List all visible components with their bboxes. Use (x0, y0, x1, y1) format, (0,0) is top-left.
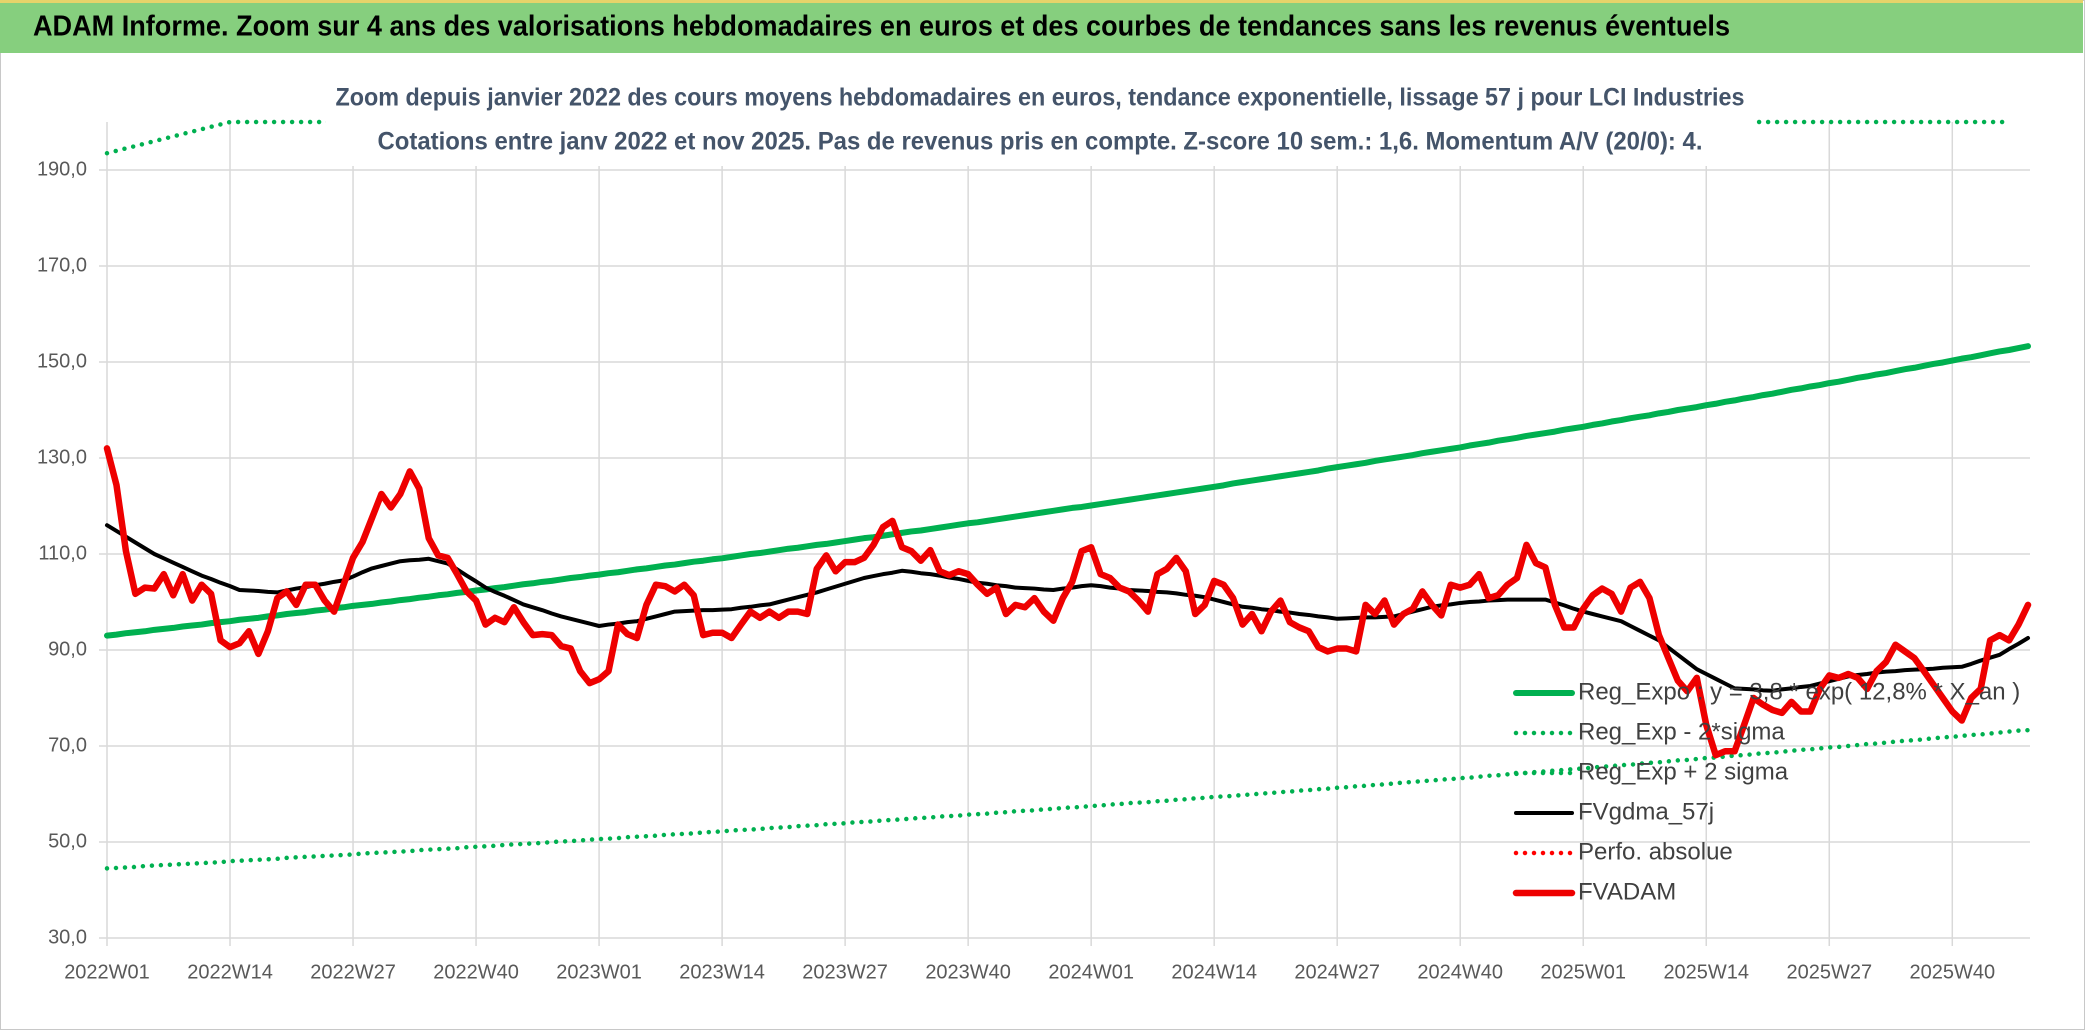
x-tick-label: 2022W01 (64, 961, 150, 983)
plot-area: 30,0 50,0 70,0 90,0 110,0 130,0 150,0 170,0 190,… (37, 119, 2032, 983)
x-tick-label: 2022W14 (187, 961, 273, 983)
legend: Reg_Expo : y = 3,8 * exp( 12,8% * X_an )… (1512, 678, 2020, 905)
y-tick-label: 30,0 (48, 926, 87, 948)
y-tick-label: 150,0 (37, 350, 87, 372)
x-tick-label: 2024W01 (1048, 961, 1134, 983)
x-tick-label: 2024W14 (1171, 961, 1257, 983)
header-band (0, 0, 2083, 53)
subtitle: Zoom depuis janvier 2022 des cours moyen… (336, 84, 1745, 112)
legend-label: Perfo. absolue (1578, 838, 1733, 865)
header-edge (0, 0, 2083, 3)
y-tick-label: 90,0 (48, 638, 87, 660)
x-tick-label: 2025W14 (1663, 961, 1749, 983)
y-tick-label: 50,0 (48, 830, 87, 852)
legend-label: FVADAM (1578, 878, 1676, 905)
x-tick-label: 2023W01 (556, 961, 642, 983)
series-line (104, 343, 2031, 639)
x-tick-label: 2024W40 (1417, 961, 1503, 983)
legend-label: Reg_Exp + 2 sigma (1578, 758, 1789, 785)
x-tick-label: 2023W14 (679, 961, 765, 983)
x-tick-label: 2022W27 (310, 961, 396, 983)
series-line (103, 445, 2032, 759)
y-tick-label: 130,0 (37, 446, 87, 468)
y-tick-label: 170,0 (37, 254, 87, 276)
x-tick-label: 2025W01 (1540, 961, 1626, 983)
x-tick-label: 2025W40 (1909, 961, 1995, 983)
x-tick-label: 2022W40 (433, 961, 519, 983)
subtitle: Cotations entre janv 2022 et nov 2025. P… (378, 128, 1703, 156)
subtitle-background (326, 77, 1756, 166)
y-tick-label: 110,0 (38, 542, 87, 564)
legend-label: Reg_Exp - 2*sigma (1578, 718, 1785, 745)
legend-label: FVgdma_57j (1578, 798, 1714, 825)
title-area: Zoom depuis janvier 2022 des cours moyen… (326, 77, 1756, 166)
y-tick-label: 70,0 (48, 734, 87, 756)
chart-title: ADAM Informe. Zoom sur 4 ans des valoris… (33, 11, 1730, 43)
legend-label: Reg_Expo : y = 3,8 * exp( 12,8% * X_an ) (1578, 678, 2020, 705)
x-tick-label: 2023W40 (925, 961, 1011, 983)
y-tick-label: 190,0 (37, 158, 87, 180)
x-tick-label: 2024W27 (1294, 961, 1380, 983)
x-tick-label: 2023W27 (802, 961, 888, 983)
series-line (104, 727, 2031, 871)
x-tick-label: 2025W27 (1786, 961, 1872, 983)
